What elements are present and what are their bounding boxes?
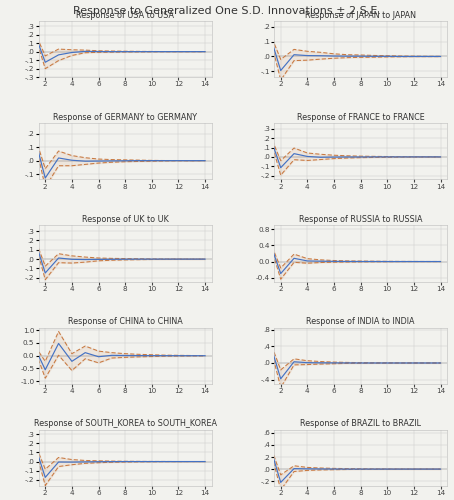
Title: Response of JAPAN to JAPAN: Response of JAPAN to JAPAN: [305, 10, 416, 20]
Title: Response of USA to USA: Response of USA to USA: [76, 10, 174, 20]
Title: Response of RUSSIA to RUSSIA: Response of RUSSIA to RUSSIA: [299, 215, 422, 224]
Title: Response of FRANCE to FRANCE: Response of FRANCE to FRANCE: [297, 112, 424, 122]
Title: Response of CHINA to CHINA: Response of CHINA to CHINA: [68, 317, 183, 326]
Text: Response to Generalized One S.D. Innovations ± 2 S.E.: Response to Generalized One S.D. Innovat…: [73, 6, 381, 16]
Title: Response of UK to UK: Response of UK to UK: [82, 215, 168, 224]
Title: Response of SOUTH_KOREA to SOUTH_KOREA: Response of SOUTH_KOREA to SOUTH_KOREA: [34, 420, 217, 428]
Title: Response of GERMANY to GERMANY: Response of GERMANY to GERMANY: [53, 112, 197, 122]
Title: Response of BRAZIL to BRAZIL: Response of BRAZIL to BRAZIL: [300, 420, 421, 428]
Title: Response of INDIA to INDIA: Response of INDIA to INDIA: [306, 317, 415, 326]
